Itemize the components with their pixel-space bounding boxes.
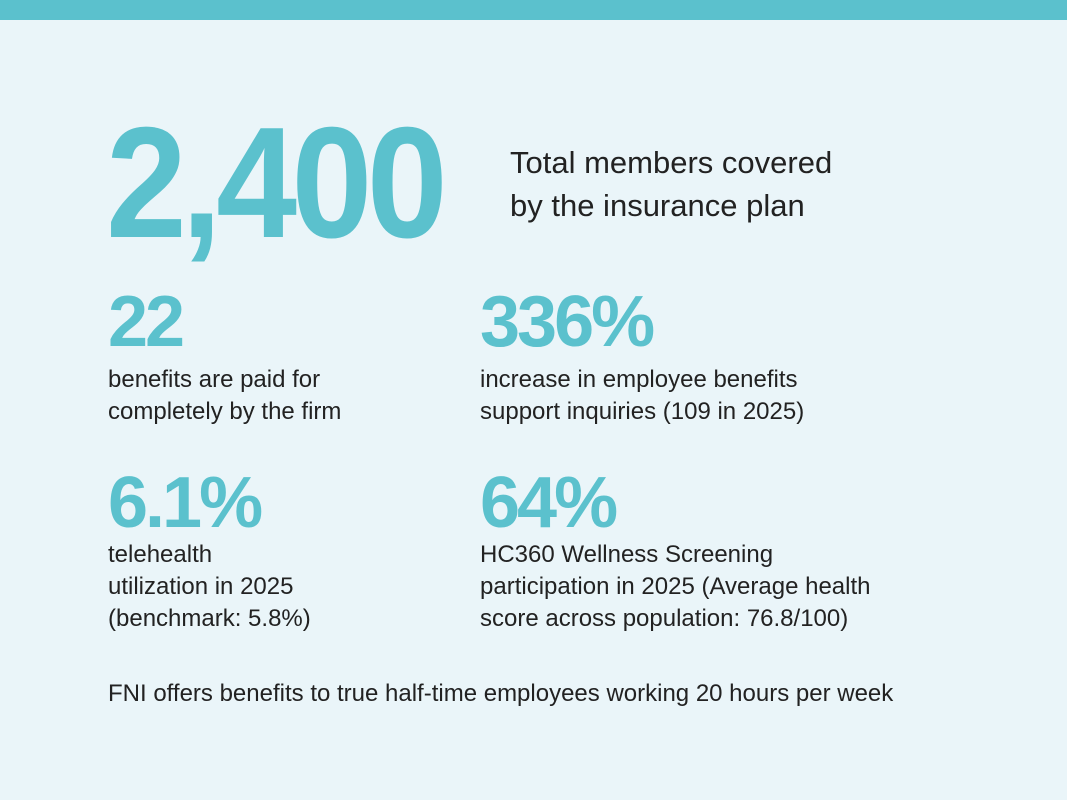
stat-value-inquiries-increase: 336% — [480, 282, 655, 362]
stat-label-benefits-paid: benefits are paid for completely by the … — [108, 366, 342, 425]
hero-stat-label: Total members covered by the insurance p… — [510, 145, 833, 223]
stat-label-telehealth: telehealth utilization in 2025 (benchmar… — [108, 541, 311, 632]
stat-label-inquiries-increase: increase in employee benefits support in… — [480, 366, 805, 425]
stat-label-wellness-screening: HC360 Wellness Screening participation i… — [480, 541, 871, 632]
top-accent-bar — [0, 0, 1067, 20]
stat-value-telehealth: 6.1% — [108, 463, 263, 543]
stat-value-benefits-paid: 22 — [108, 282, 185, 362]
hero-stat-value: 2,400 — [106, 95, 448, 271]
stat-value-wellness-screening: 64% — [480, 463, 618, 543]
footer-note: FNI offers benefits to true half-time em… — [108, 680, 894, 707]
